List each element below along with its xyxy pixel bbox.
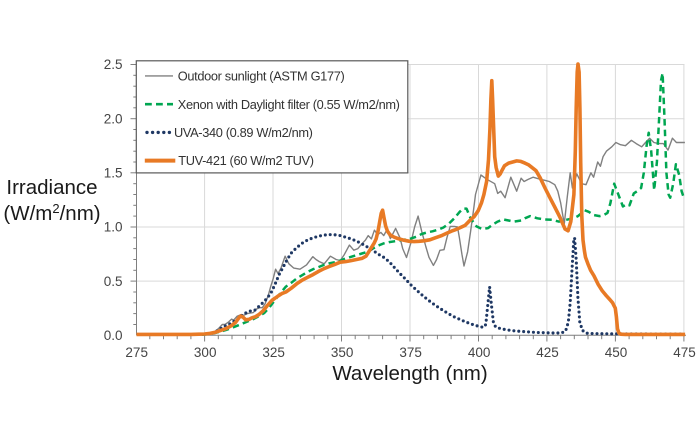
svg-text:Irradiance: Irradiance: [6, 176, 97, 199]
svg-text:425: 425: [536, 345, 559, 360]
svg-text:275: 275: [125, 345, 148, 360]
svg-text:TUV-421 (60 W/m2 TUV): TUV-421 (60 W/m2 TUV): [178, 153, 313, 168]
svg-text:2.0: 2.0: [104, 111, 123, 126]
svg-text:(W/m2/nm): (W/m2/nm): [3, 201, 100, 225]
svg-text:0.0: 0.0: [104, 328, 123, 343]
svg-text:UVA-340 (0.89 W/m2/nm): UVA-340 (0.89 W/m2/nm): [174, 125, 313, 140]
svg-text:1.0: 1.0: [104, 220, 123, 235]
svg-text:Outdoor sunlight (ASTM G177): Outdoor sunlight (ASTM G177): [178, 69, 345, 84]
svg-text:450: 450: [605, 345, 628, 360]
svg-text:Wavelength (nm): Wavelength (nm): [332, 362, 487, 385]
svg-text:1.5: 1.5: [104, 166, 123, 181]
svg-text:0.5: 0.5: [104, 274, 123, 289]
svg-text:375: 375: [399, 345, 422, 360]
svg-text:300: 300: [194, 345, 217, 360]
svg-text:475: 475: [673, 345, 696, 360]
svg-text:400: 400: [468, 345, 491, 360]
svg-text:325: 325: [262, 345, 285, 360]
svg-text:2.5: 2.5: [104, 57, 123, 72]
svg-text:Xenon with Daylight filter (0.: Xenon with Daylight filter (0.55 W/m2/nm…: [178, 97, 400, 112]
svg-text:350: 350: [331, 345, 354, 360]
